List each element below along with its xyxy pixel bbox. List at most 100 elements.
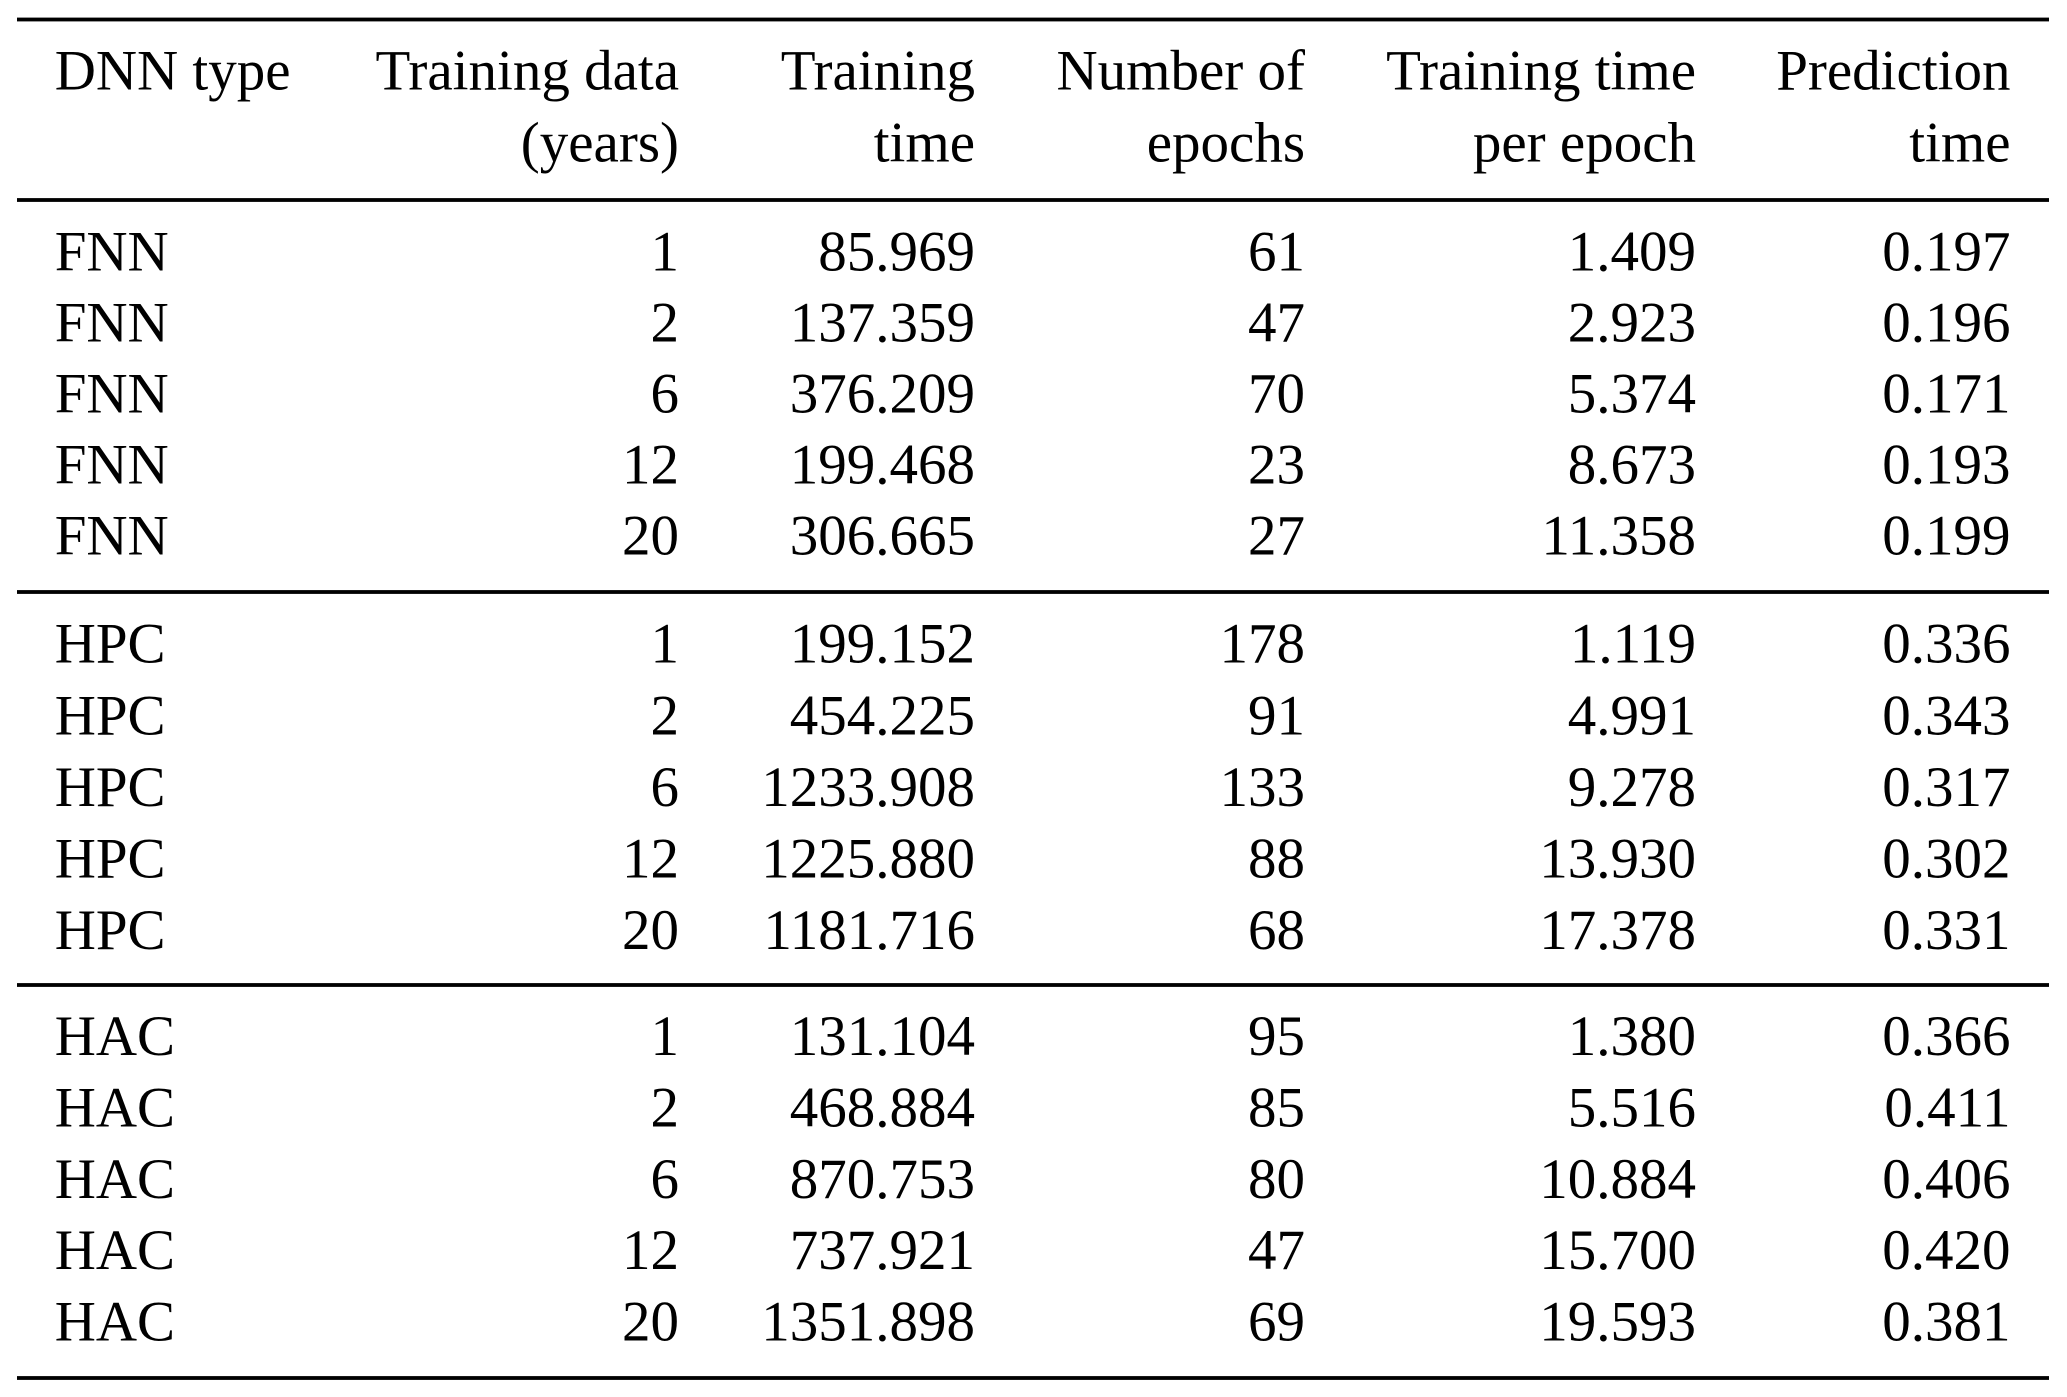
- svg-text:0.406: 0.406: [1882, 1148, 2010, 1211]
- svg-text:69: 69: [1248, 1291, 1305, 1354]
- svg-text:870.753: 870.753: [790, 1148, 975, 1211]
- svg-text:11.358: 11.358: [1541, 505, 1696, 568]
- svg-text:61: 61: [1248, 220, 1305, 283]
- svg-text:HPC: HPC: [55, 756, 166, 819]
- svg-text:HPC: HPC: [55, 827, 166, 890]
- svg-text:0.171: 0.171: [1882, 363, 2010, 426]
- svg-text:FNN: FNN: [55, 291, 169, 354]
- svg-text:80: 80: [1248, 1148, 1305, 1211]
- svg-text:1: 1: [651, 1005, 680, 1068]
- svg-text:1225.880: 1225.880: [761, 827, 975, 890]
- svg-text:131.104: 131.104: [790, 1005, 975, 1068]
- svg-text:199.152: 199.152: [790, 613, 975, 676]
- svg-text:0.343: 0.343: [1882, 684, 2010, 747]
- svg-text:12: 12: [622, 434, 679, 497]
- svg-text:2: 2: [651, 1076, 680, 1139]
- svg-text:1: 1: [651, 613, 680, 676]
- svg-text:91: 91: [1248, 684, 1305, 747]
- svg-text:HAC: HAC: [55, 1148, 175, 1211]
- svg-text:per epoch: per epoch: [1473, 111, 1696, 174]
- svg-text:0.199: 0.199: [1882, 505, 2010, 568]
- svg-text:178: 178: [1220, 613, 1306, 676]
- svg-text:2: 2: [651, 684, 680, 747]
- svg-text:0.302: 0.302: [1882, 827, 2010, 890]
- svg-text:0.193: 0.193: [1882, 434, 2010, 497]
- svg-text:DNN type: DNN type: [55, 40, 291, 103]
- svg-text:737.921: 737.921: [790, 1219, 975, 1282]
- svg-text:27: 27: [1248, 505, 1305, 568]
- svg-text:0.420: 0.420: [1882, 1219, 2010, 1282]
- svg-text:Prediction: Prediction: [1776, 40, 2010, 103]
- svg-text:47: 47: [1248, 1219, 1305, 1282]
- svg-text:0.196: 0.196: [1882, 291, 2010, 354]
- svg-text:9.278: 9.278: [1568, 756, 1696, 819]
- svg-text:0.317: 0.317: [1882, 756, 2010, 819]
- svg-text:1.380: 1.380: [1568, 1005, 1696, 1068]
- svg-text:6: 6: [651, 756, 680, 819]
- svg-text:0.331: 0.331: [1882, 899, 2010, 962]
- svg-text:HAC: HAC: [55, 1076, 175, 1139]
- svg-text:5.374: 5.374: [1568, 363, 1696, 426]
- svg-text:1181.716: 1181.716: [763, 899, 975, 962]
- svg-text:0.381: 0.381: [1882, 1291, 2010, 1354]
- svg-text:12: 12: [622, 827, 679, 890]
- svg-text:4.991: 4.991: [1568, 684, 1696, 747]
- svg-text:1.119: 1.119: [1570, 613, 1696, 676]
- svg-text:time: time: [1909, 111, 2010, 174]
- svg-text:HPC: HPC: [55, 899, 166, 962]
- svg-text:FNN: FNN: [55, 363, 169, 426]
- svg-text:1: 1: [651, 220, 680, 283]
- svg-text:17.378: 17.378: [1539, 899, 1696, 962]
- svg-text:47: 47: [1248, 291, 1305, 354]
- svg-text:HAC: HAC: [55, 1291, 175, 1354]
- svg-text:time: time: [874, 111, 975, 174]
- svg-text:20: 20: [622, 899, 679, 962]
- svg-text:6: 6: [651, 1148, 680, 1211]
- svg-text:Training: Training: [781, 40, 975, 103]
- svg-text:FNN: FNN: [55, 434, 169, 497]
- svg-text:Training time: Training time: [1386, 40, 1696, 103]
- svg-text:85: 85: [1248, 1076, 1305, 1139]
- svg-text:199.468: 199.468: [790, 434, 975, 497]
- svg-text:88: 88: [1248, 827, 1305, 890]
- svg-text:epochs: epochs: [1147, 111, 1305, 174]
- svg-text:376.209: 376.209: [790, 363, 975, 426]
- svg-text:HPC: HPC: [55, 684, 166, 747]
- svg-text:12: 12: [622, 1219, 679, 1282]
- svg-text:20: 20: [622, 1291, 679, 1354]
- svg-text:23: 23: [1248, 434, 1305, 497]
- svg-text:85.969: 85.969: [818, 220, 975, 283]
- svg-text:15.700: 15.700: [1539, 1219, 1696, 1282]
- svg-text:0.197: 0.197: [1882, 220, 2010, 283]
- svg-text:1351.898: 1351.898: [761, 1291, 975, 1354]
- svg-text:0.336: 0.336: [1882, 613, 2010, 676]
- svg-text:2.923: 2.923: [1568, 291, 1696, 354]
- svg-text:19.593: 19.593: [1539, 1291, 1696, 1354]
- svg-text:1233.908: 1233.908: [761, 756, 975, 819]
- svg-text:20: 20: [622, 505, 679, 568]
- svg-text:0.366: 0.366: [1882, 1005, 2010, 1068]
- svg-text:FNN: FNN: [55, 220, 169, 283]
- svg-text:68: 68: [1248, 899, 1305, 962]
- svg-text:95: 95: [1248, 1005, 1305, 1068]
- svg-text:306.665: 306.665: [790, 505, 975, 568]
- svg-text:5.516: 5.516: [1568, 1076, 1696, 1139]
- svg-text:8.673: 8.673: [1568, 434, 1696, 497]
- svg-text:6: 6: [651, 363, 680, 426]
- svg-text:137.359: 137.359: [790, 291, 975, 354]
- svg-text:1.409: 1.409: [1568, 220, 1696, 283]
- svg-text:Number of: Number of: [1056, 40, 1305, 103]
- svg-text:HPC: HPC: [55, 613, 166, 676]
- svg-text:2: 2: [651, 291, 680, 354]
- svg-text:133: 133: [1220, 756, 1306, 819]
- svg-text:70: 70: [1248, 363, 1305, 426]
- svg-text:13.930: 13.930: [1539, 827, 1696, 890]
- svg-text:HAC: HAC: [55, 1219, 175, 1282]
- svg-text:Training data: Training data: [376, 40, 679, 103]
- svg-text:0.411: 0.411: [1884, 1076, 2010, 1139]
- svg-text:468.884: 468.884: [790, 1076, 975, 1139]
- svg-text:(years): (years): [521, 111, 679, 174]
- svg-text:HAC: HAC: [55, 1005, 175, 1068]
- svg-text:454.225: 454.225: [790, 684, 975, 747]
- svg-text:FNN: FNN: [55, 505, 169, 568]
